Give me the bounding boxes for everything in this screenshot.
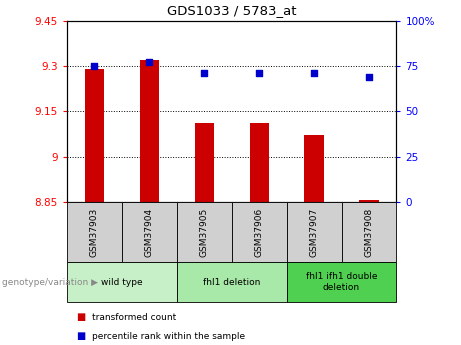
Text: fhl1 ifh1 double
deletion: fhl1 ifh1 double deletion xyxy=(306,272,377,292)
Text: ■: ■ xyxy=(76,313,85,322)
Text: fhl1 deletion: fhl1 deletion xyxy=(203,277,260,287)
Point xyxy=(201,70,208,76)
Bar xyxy=(304,135,324,202)
Bar xyxy=(249,123,269,202)
Text: ■: ■ xyxy=(76,332,85,341)
Bar xyxy=(140,60,159,202)
Text: GSM37904: GSM37904 xyxy=(145,207,154,257)
Text: GSM37903: GSM37903 xyxy=(90,207,99,257)
Text: transformed count: transformed count xyxy=(92,313,177,322)
Text: GSM37908: GSM37908 xyxy=(365,207,373,257)
Point xyxy=(365,74,372,80)
Point xyxy=(255,70,263,76)
Text: GSM37906: GSM37906 xyxy=(254,207,264,257)
Bar xyxy=(85,69,104,202)
Bar xyxy=(195,123,214,202)
Text: GSM37905: GSM37905 xyxy=(200,207,209,257)
Text: genotype/variation ▶: genotype/variation ▶ xyxy=(2,277,98,287)
Point xyxy=(91,63,98,69)
Point xyxy=(146,60,153,65)
Text: wild type: wild type xyxy=(101,277,142,287)
Text: percentile rank within the sample: percentile rank within the sample xyxy=(92,332,245,341)
Bar xyxy=(360,200,378,202)
Point xyxy=(310,70,318,76)
Text: GSM37907: GSM37907 xyxy=(309,207,319,257)
Title: GDS1033 / 5783_at: GDS1033 / 5783_at xyxy=(167,4,296,17)
